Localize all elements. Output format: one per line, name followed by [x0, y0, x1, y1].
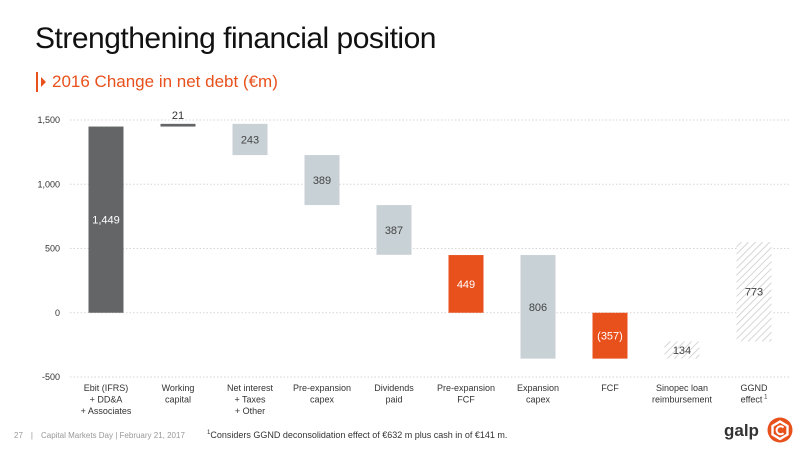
data-label: 21: [172, 110, 184, 122]
page-number: 27: [14, 431, 23, 440]
category-label: GGND: [741, 383, 769, 393]
waterfall-bar: [232, 123, 268, 156]
category-label: capex: [310, 395, 335, 405]
waterfall-bar: [592, 312, 628, 359]
galp-logo: galp: [724, 417, 793, 443]
category-label: FCF: [457, 395, 475, 405]
waterfall-bar: [160, 123, 196, 127]
y-tick-label: 0: [55, 308, 60, 318]
category-label: + Other: [235, 406, 265, 416]
footer: 27 | Capital Markets Day | February 21, 20…: [14, 431, 185, 440]
category-label: capex: [526, 395, 551, 405]
footnote-marker: 1: [207, 430, 211, 436]
event-label: Capital Markets Day | February 21, 2017: [40, 431, 185, 440]
category-label: Pre-expansion: [437, 383, 495, 393]
caret-right-icon: [36, 72, 46, 92]
waterfall-bar: [520, 255, 556, 359]
data-label: 1,449: [92, 215, 120, 227]
category-label: Ebit (IFRS): [84, 383, 129, 393]
data-label: 134: [673, 345, 691, 357]
category-label: capital: [165, 395, 191, 405]
category-label: + Associates: [81, 406, 132, 416]
category-label: + Taxes: [234, 395, 266, 405]
waterfall-bar: [88, 126, 124, 313]
category-label-superscript: 1: [762, 395, 768, 401]
category-label: effect 1: [741, 395, 769, 405]
waterfall-bar: [304, 155, 340, 206]
data-label: (357): [597, 331, 623, 343]
category-label: + DD&A: [90, 395, 123, 405]
footnote: 1Considers GGND deconsolidation effect o…: [207, 430, 507, 440]
footnote-text: Considers GGND deconsolidation effect of…: [210, 430, 508, 440]
waterfall-bar: [736, 242, 772, 342]
data-label: 773: [745, 287, 763, 299]
waterfall-bar: [376, 205, 412, 255]
data-label: 389: [313, 175, 331, 187]
data-label: 449: [457, 279, 475, 291]
waterfall-bar: [448, 255, 484, 313]
y-tick-label: -500: [42, 372, 60, 382]
subtitle-row: 2016 Change in net debt (€m): [36, 70, 278, 94]
footer-separator: |: [30, 431, 33, 440]
data-label: 387: [385, 225, 403, 237]
data-label: 243: [241, 134, 259, 146]
category-label: Pre-expansion: [293, 383, 351, 393]
waterfall-bar: [664, 341, 700, 359]
data-label: 806: [529, 302, 547, 314]
y-tick-label: 1,500: [37, 115, 60, 125]
category-label: paid: [385, 395, 402, 405]
category-label: Working: [162, 383, 195, 393]
category-label: reimbursement: [652, 395, 713, 405]
logo-text: galp: [724, 421, 759, 440]
category-label: Net interest: [227, 383, 274, 393]
y-tick-label: 500: [45, 244, 60, 254]
category-label: Dividends: [374, 383, 414, 393]
chart-subtitle: 2016 Change in net debt (€m): [52, 72, 278, 91]
y-tick-label: 1,000: [37, 179, 60, 189]
page-title: Strengthening financial position: [35, 22, 436, 55]
category-label: FCF: [601, 383, 619, 393]
galp-emblem-icon: [767, 417, 793, 443]
category-label: Expansion: [517, 383, 559, 393]
category-label: Sinopec loan: [656, 383, 708, 393]
